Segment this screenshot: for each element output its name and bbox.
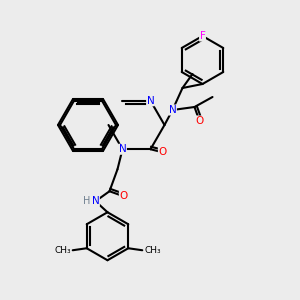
Text: O: O <box>195 116 204 126</box>
Text: N: N <box>118 144 126 154</box>
Text: N: N <box>169 105 176 115</box>
Text: CH₃: CH₃ <box>144 246 161 255</box>
Text: O: O <box>158 147 166 157</box>
Text: F: F <box>200 31 206 41</box>
Text: H: H <box>83 196 91 206</box>
Text: O: O <box>119 191 128 201</box>
Text: CH₃: CH₃ <box>54 246 71 255</box>
Text: N: N <box>92 196 99 206</box>
Text: N: N <box>147 96 154 106</box>
